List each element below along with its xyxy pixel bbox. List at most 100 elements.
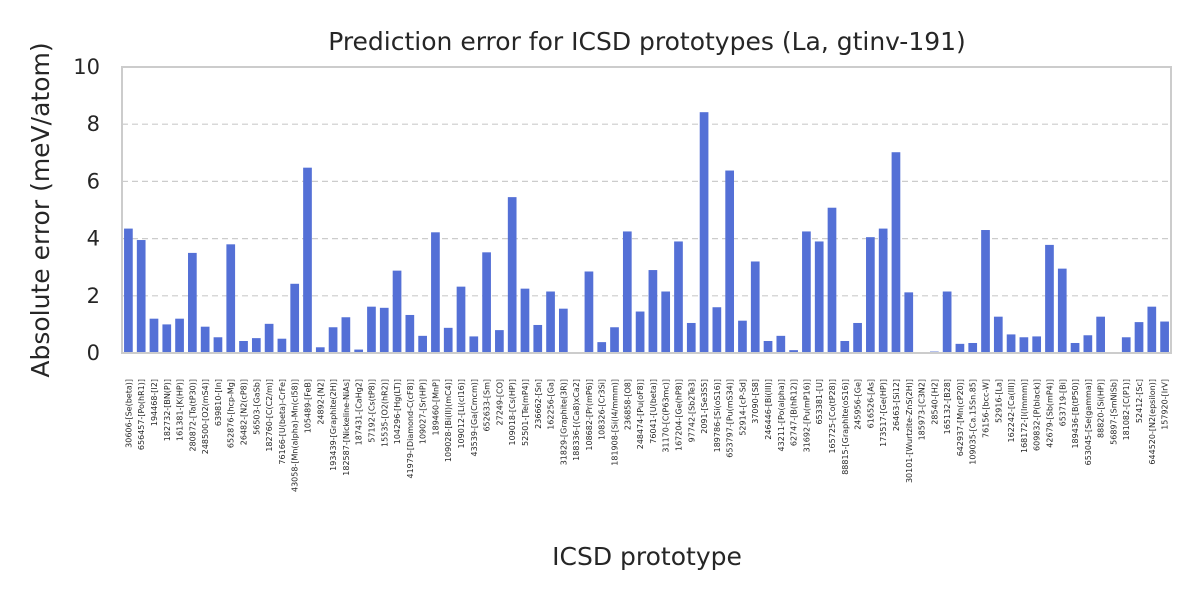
bar	[1045, 244, 1054, 353]
bar	[290, 283, 300, 353]
bar	[200, 326, 210, 353]
x-tick-label: 43211-[Po(alpha)]	[777, 379, 786, 451]
bar	[1134, 322, 1144, 353]
x-tick-label: 181908-[Si(I4/mmm)]	[611, 379, 620, 466]
bar	[520, 288, 530, 353]
x-tick-label: 161381-[K(HP)]	[176, 379, 185, 441]
y-axis-label: Absolute error (meV/atom)	[26, 42, 55, 377]
x-tick-label: 26482-[N2(cP8)]	[240, 379, 249, 445]
y-tick-label: 10	[73, 55, 100, 79]
x-tick-label: 653381-[U]	[815, 379, 824, 425]
x-tick-label: 173517-[Ge(HP)]	[879, 379, 888, 447]
bar	[303, 167, 312, 353]
bar	[431, 232, 440, 353]
x-tick-label: 104296-[Hg(LT)]	[393, 379, 402, 444]
bar	[136, 240, 146, 353]
x-tick-label: 56897-[SmNiSb]	[1109, 379, 1118, 445]
x-tick-label: 246446-[Bi(III)]	[764, 379, 773, 440]
x-tick-label: 2091-[Se3S5]	[700, 379, 709, 434]
bar	[661, 291, 671, 353]
x-tick-label: 108326-[Cr3Si]	[598, 379, 607, 440]
bar	[188, 252, 197, 353]
x-axis-label: ICSD prototype	[552, 542, 742, 571]
x-tick-label: 642937-[Mn(cP20)]	[956, 379, 965, 456]
bar	[1147, 306, 1157, 353]
bar	[1032, 336, 1042, 353]
bar	[968, 342, 978, 353]
bar	[776, 335, 786, 353]
x-tick-label: 165725-[Co(tP28)]	[828, 379, 837, 454]
x-tick-label: 24892-[N2]	[316, 379, 325, 425]
x-tick-label: 653797-[Pu(mS34)]	[726, 379, 735, 458]
x-tick-label: 652876-[hcp-Mg]	[227, 379, 236, 448]
bar	[1083, 335, 1093, 353]
x-tick-label: 248500-[O2(mS4)]	[201, 379, 210, 454]
bar	[469, 336, 479, 353]
x-tick-label: 52916-[La]	[994, 379, 1003, 423]
bar	[213, 337, 223, 353]
x-tick-label: 185973-[C3N2]	[918, 379, 927, 440]
x-tick-label: 616526-[As]	[866, 379, 875, 428]
x-tick-label: 187431-[CaHg2]	[355, 379, 364, 445]
bar	[495, 330, 504, 353]
bar	[1019, 337, 1029, 353]
x-tick-label: 182587-[Nickeline-NiAs]	[342, 379, 351, 476]
bar	[354, 349, 364, 353]
bar	[456, 286, 466, 353]
bar	[1160, 321, 1169, 353]
x-tick-label: 28540-[H2]	[930, 379, 939, 425]
bar	[418, 335, 427, 353]
x-tick-label: 162256-[Ga]	[547, 379, 556, 430]
bar	[251, 338, 261, 353]
x-tick-label: 43539-[Ga(Cmcm)]	[470, 379, 479, 457]
bar	[1070, 342, 1080, 353]
bar	[699, 112, 709, 353]
x-tick-label: 653719-[Bi]	[1058, 379, 1067, 426]
bar	[328, 327, 338, 353]
x-tick-label: 181082-[C(P1)]	[1122, 379, 1131, 440]
x-tick-label: 76166-[U(beta)-CrFe]	[278, 379, 287, 465]
x-tick-label: 31170-[C(P63mc)]	[662, 379, 671, 453]
bar	[648, 270, 658, 353]
x-tick-label: 652633-[Sm]	[483, 379, 492, 432]
x-tick-label: 108682-[Pr(mP6)]	[585, 379, 594, 451]
bar	[674, 241, 683, 353]
bar	[1121, 337, 1131, 353]
x-tick-label: 639810-[In]	[214, 379, 223, 426]
x-tick-label: 105489-[FeB]	[303, 379, 312, 433]
x-tick-label: 31829-[Graphite(3R)]	[559, 379, 568, 465]
x-tick-label: 15535-[O2(hR2)]	[380, 379, 389, 447]
x-tick-label: 109028-[Bi(II)(mC4)]	[444, 379, 453, 462]
y-axis-ticks: 0 2 4 6 8 10	[73, 55, 100, 365]
bar	[175, 318, 184, 353]
x-tick-label: 76041-[U(beta)]	[649, 379, 658, 444]
y-tick-label: 2	[87, 284, 100, 308]
x-tick-label: 109027-[Sr(HP)]	[419, 379, 428, 444]
bar	[597, 342, 607, 353]
bar	[686, 322, 696, 353]
x-tick-label: 52412-[Sc]	[1135, 379, 1144, 423]
x-tick-label: 26463-[Si12]	[892, 379, 901, 431]
y-tick-label: 6	[87, 169, 100, 193]
x-tick-label: 193439-[Graphite(2H)]	[329, 379, 338, 471]
bar	[763, 340, 773, 353]
x-tick-label: 236662-[Sn]	[534, 379, 543, 429]
bar	[891, 152, 901, 353]
bar	[712, 307, 722, 353]
y-tick-label: 8	[87, 112, 100, 136]
bar	[162, 324, 172, 353]
x-tick-label: 609832-[P(black)]	[1033, 379, 1042, 451]
x-tick-label: 62747-[B(hR12)]	[790, 379, 799, 446]
bar	[482, 252, 491, 353]
x-tick-label: 42679-[Sb(mP4)]	[1045, 379, 1054, 448]
bar	[878, 228, 888, 353]
x-tick-label: 194468-[I2]	[150, 379, 159, 426]
bar	[341, 317, 351, 353]
y-tick-label: 4	[87, 227, 100, 251]
bar	[392, 270, 402, 353]
x-tick-label: 109035-[Ca.15Sn.85]	[969, 379, 978, 465]
bar	[738, 320, 747, 353]
x-tick-label: 76156-[bcc-W]	[982, 379, 991, 438]
x-axis-ticks: 30606-[Se(beta)] 656457-[Po(hR1)] 194468-[…	[124, 379, 1169, 492]
